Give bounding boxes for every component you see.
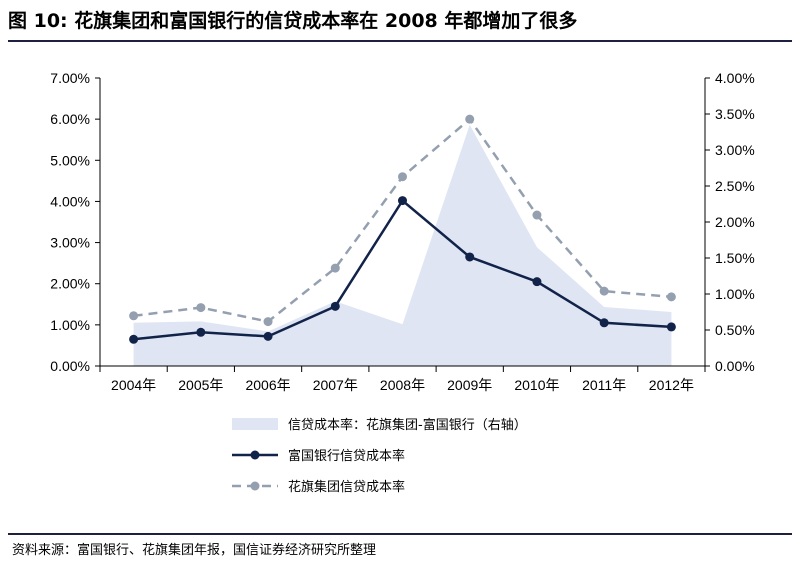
legend-label-citi: 花旗集团信贷成本率 <box>288 479 405 495</box>
citi-series-point <box>129 311 139 321</box>
y-right-tick-label: 4.00% <box>715 70 755 86</box>
y-right-tick-label: 1.00% <box>715 286 755 302</box>
x-tick-label: 2005年 <box>178 377 223 393</box>
x-tick-label: 2011年 <box>582 377 626 393</box>
wells-series-point <box>666 322 676 332</box>
citi-series-point <box>330 263 340 273</box>
y-left-tick-label: 4.00% <box>50 193 90 209</box>
citi-series-point <box>666 292 676 302</box>
wells-series-point <box>532 277 542 287</box>
citi-series-line <box>133 117 672 323</box>
legend-swatch-area <box>232 418 278 430</box>
y-left-tick-label: 0.00% <box>50 358 90 374</box>
citi-series-point <box>532 210 542 220</box>
source-note: 资料来源：富国银行、花旗集团年报，国信证券经济研究所整理 <box>12 543 377 558</box>
y-left-tick-label: 5.00% <box>50 152 90 168</box>
y-right-tick-label: 2.50% <box>715 178 755 194</box>
legend-swatch-wells-marker <box>250 450 260 460</box>
citi-series-point <box>465 114 475 124</box>
y-right-tick-label: 1.50% <box>715 250 755 266</box>
y-right-tick-label: 0.00% <box>715 358 755 374</box>
y-right-tick-label: 0.50% <box>715 322 755 338</box>
x-tick-label: 2009年 <box>447 377 492 393</box>
y-left-tick-label: 6.00% <box>50 111 90 127</box>
title-rule <box>8 40 792 42</box>
y-right-tick-label: 2.00% <box>715 214 755 230</box>
x-tick-label: 2010年 <box>514 377 559 393</box>
x-tick-label: 2007年 <box>313 377 358 393</box>
wells-series-point <box>398 196 407 206</box>
wells-series-point <box>196 327 206 337</box>
area-series-spread <box>133 124 672 366</box>
wells-series-point <box>129 334 139 344</box>
citi-series-point <box>196 303 206 313</box>
source-rule <box>8 533 792 535</box>
x-tick-label: 2004年 <box>111 377 156 393</box>
wells-series-point <box>465 252 475 262</box>
wells-series-point <box>330 301 340 311</box>
y-left-tick-label: 1.00% <box>50 317 90 333</box>
y-right-tick-label: 3.00% <box>715 142 755 158</box>
x-tick-label: 2012年 <box>649 377 694 393</box>
legend-label-wells: 富国银行信贷成本率 <box>288 448 405 464</box>
y-left-tick-label: 2.00% <box>50 276 90 292</box>
figure-title: 图 10: 花旗集团和富国银行的信贷成本率在 2008 年都增加了很多 <box>8 10 578 32</box>
citi-series-point <box>599 286 609 296</box>
citi-series-point <box>398 172 407 182</box>
legend-label-area: 信贷成本率：花旗集团-富国银行（右轴） <box>288 417 527 433</box>
y-left-tick-label: 3.00% <box>50 235 90 251</box>
citi-series-point <box>263 317 273 327</box>
x-tick-label: 2008年 <box>380 377 425 393</box>
y-right-tick-label: 3.50% <box>715 106 755 122</box>
x-tick-label: 2006年 <box>245 377 290 393</box>
y-left-tick-label: 7.00% <box>50 70 90 86</box>
wells-series-point <box>599 318 609 328</box>
wells-series-point <box>263 331 273 341</box>
legend-swatch-citi-marker <box>250 481 260 491</box>
